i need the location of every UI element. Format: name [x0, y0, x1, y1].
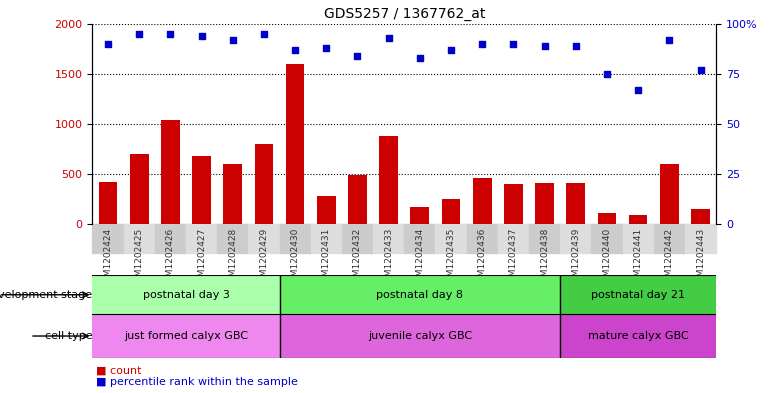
Bar [497, 224, 529, 253]
Point [258, 30, 270, 37]
Bar [280, 275, 560, 314]
Point [507, 40, 520, 47]
Text: GSM1202429: GSM1202429 [259, 228, 269, 288]
Bar [504, 184, 523, 224]
Bar [92, 224, 123, 253]
Text: GSM1202431: GSM1202431 [322, 228, 331, 288]
Text: GSM1202433: GSM1202433 [384, 228, 393, 288]
Text: development stage: development stage [0, 290, 92, 300]
Bar [130, 154, 149, 224]
Text: postnatal day 3: postnatal day 3 [142, 290, 229, 300]
Bar [560, 314, 716, 358]
Bar [92, 314, 280, 358]
Text: GSM1202427: GSM1202427 [197, 228, 206, 288]
Point [445, 46, 457, 53]
Bar [654, 224, 685, 253]
Bar [404, 224, 436, 253]
Bar [535, 183, 554, 224]
Point [196, 33, 208, 39]
Point [663, 37, 675, 43]
Text: GSM1202438: GSM1202438 [540, 228, 549, 288]
Bar [99, 182, 117, 224]
Point [538, 42, 551, 49]
Point [289, 46, 301, 53]
Text: GSM1202424: GSM1202424 [103, 228, 112, 288]
Text: GSM1202436: GSM1202436 [477, 228, 487, 288]
Bar [685, 224, 716, 253]
Text: GSM1202432: GSM1202432 [353, 228, 362, 288]
Text: GSM1202437: GSM1202437 [509, 228, 518, 288]
Bar [691, 209, 710, 224]
Point [320, 44, 333, 51]
Point [383, 35, 395, 41]
Point [102, 40, 114, 47]
Title: GDS5257 / 1367762_at: GDS5257 / 1367762_at [323, 7, 485, 21]
Point [570, 42, 582, 49]
Text: mature calyx GBC: mature calyx GBC [588, 331, 688, 341]
Bar [410, 207, 429, 224]
Text: GSM1202425: GSM1202425 [135, 228, 144, 288]
Bar [161, 120, 179, 224]
Bar [660, 164, 678, 224]
Bar [529, 224, 560, 253]
Point [164, 30, 176, 37]
Bar [567, 183, 585, 224]
Text: GSM1202428: GSM1202428 [228, 228, 237, 288]
Text: GSM1202443: GSM1202443 [696, 228, 705, 288]
Bar [560, 275, 716, 314]
Bar [192, 156, 211, 224]
Text: just formed calyx GBC: just formed calyx GBC [124, 331, 248, 341]
Bar [436, 224, 467, 253]
Bar [373, 224, 404, 253]
Point [632, 86, 644, 93]
Text: cell type: cell type [45, 331, 92, 341]
Bar [280, 314, 560, 358]
Text: ■ percentile rank within the sample: ■ percentile rank within the sample [96, 377, 298, 387]
Bar [123, 224, 155, 253]
Text: GSM1202430: GSM1202430 [290, 228, 300, 288]
Bar [317, 196, 336, 224]
Bar [629, 215, 648, 224]
Bar [473, 178, 491, 224]
Point [601, 70, 613, 77]
Text: ■ count: ■ count [96, 365, 142, 375]
Bar [217, 224, 248, 253]
Bar [223, 164, 242, 224]
Point [413, 55, 426, 61]
Bar [467, 224, 498, 253]
Bar [248, 224, 280, 253]
Text: GSM1202434: GSM1202434 [415, 228, 424, 288]
Point [476, 40, 488, 47]
Text: GSM1202442: GSM1202442 [665, 228, 674, 288]
Bar [255, 144, 273, 224]
Bar [280, 224, 310, 253]
Point [133, 30, 146, 37]
Bar [342, 224, 373, 253]
Text: GSM1202435: GSM1202435 [447, 228, 456, 288]
Bar [442, 200, 460, 224]
Text: juvenile calyx GBC: juvenile calyx GBC [368, 331, 472, 341]
Bar [380, 136, 398, 224]
Text: postnatal day 21: postnatal day 21 [591, 290, 685, 300]
Bar [622, 224, 654, 253]
Bar [92, 275, 280, 314]
Point [695, 66, 707, 73]
Bar [598, 213, 616, 224]
Text: GSM1202439: GSM1202439 [571, 228, 581, 288]
Text: postnatal day 8: postnatal day 8 [377, 290, 464, 300]
Point [351, 53, 363, 59]
Bar [310, 224, 342, 253]
Text: GSM1202426: GSM1202426 [166, 228, 175, 288]
Text: GSM1202440: GSM1202440 [602, 228, 611, 288]
Point [226, 37, 239, 43]
Bar [591, 224, 623, 253]
Bar [155, 224, 186, 253]
Bar [186, 224, 217, 253]
Bar [286, 64, 304, 224]
Bar [348, 175, 367, 224]
Bar [560, 224, 591, 253]
Text: GSM1202441: GSM1202441 [634, 228, 643, 288]
